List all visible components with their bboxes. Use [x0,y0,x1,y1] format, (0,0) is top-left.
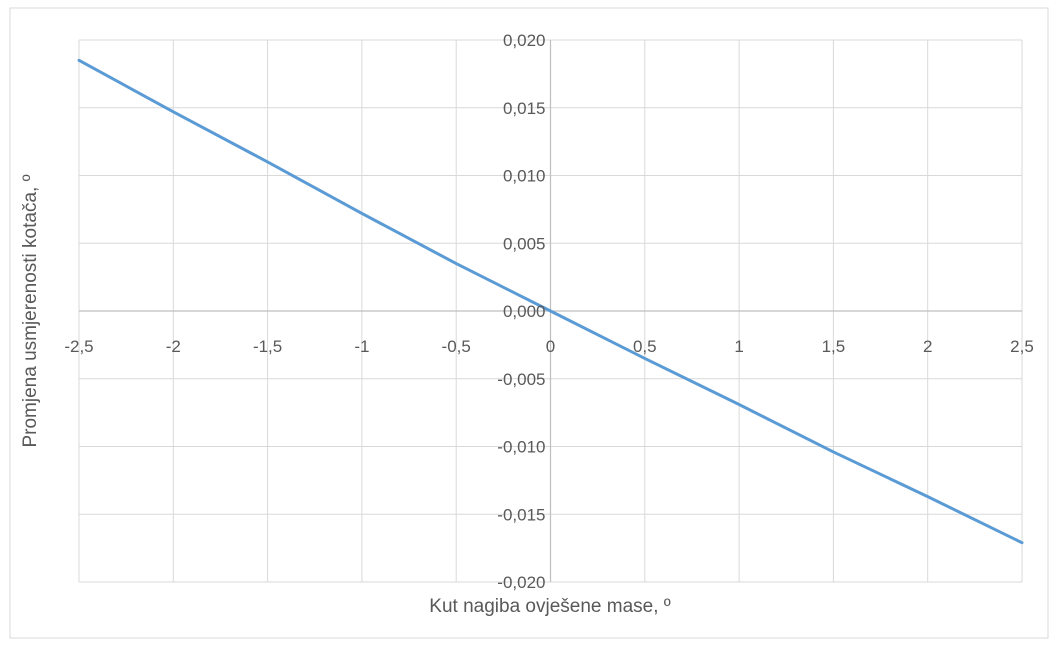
tick-labels: -2,5 -2 -1,5 -1 -0,5 0 0,5 1 1,5 2 2,5 -0,020 -0,015… [64,31,1033,592]
y-tick-label: 0,015 [503,99,546,118]
x-axis-title: Kut nagiba ovješene mase, º [429,596,670,617]
y-tick-label: -0,005 [497,370,545,389]
x-tick-label: -0,5 [442,337,471,356]
series-line [77,58,1024,545]
x-tick-label: 2 [923,337,932,356]
x-tick-label: -2 [166,337,181,356]
y-tick-label: 0,000 [503,302,546,321]
x-tick-label: 2,5 [1010,337,1034,356]
x-tick-label: 0,5 [633,337,657,356]
y-tick-label: -0,015 [497,505,545,524]
y-axis-title: Promjena usmjerenosti kotača, º [20,174,41,447]
x-tick-label: 1,5 [822,337,846,356]
x-tick-label: -1,5 [253,337,282,356]
x-tick-label: -1 [354,337,369,356]
y-tick-label: 0,020 [503,31,546,50]
x-tick-label: 0 [546,337,555,356]
chart-border [9,7,1049,639]
x-tick-label: 1 [734,337,743,356]
y-tick-label: -0,020 [497,573,545,592]
y-tick-label: -0,010 [497,438,545,457]
series-layer [77,58,1024,545]
x-tick-label: -2,5 [64,337,93,356]
y-tick-label: 0,010 [503,167,546,186]
y-tick-label: 0,005 [503,234,546,253]
